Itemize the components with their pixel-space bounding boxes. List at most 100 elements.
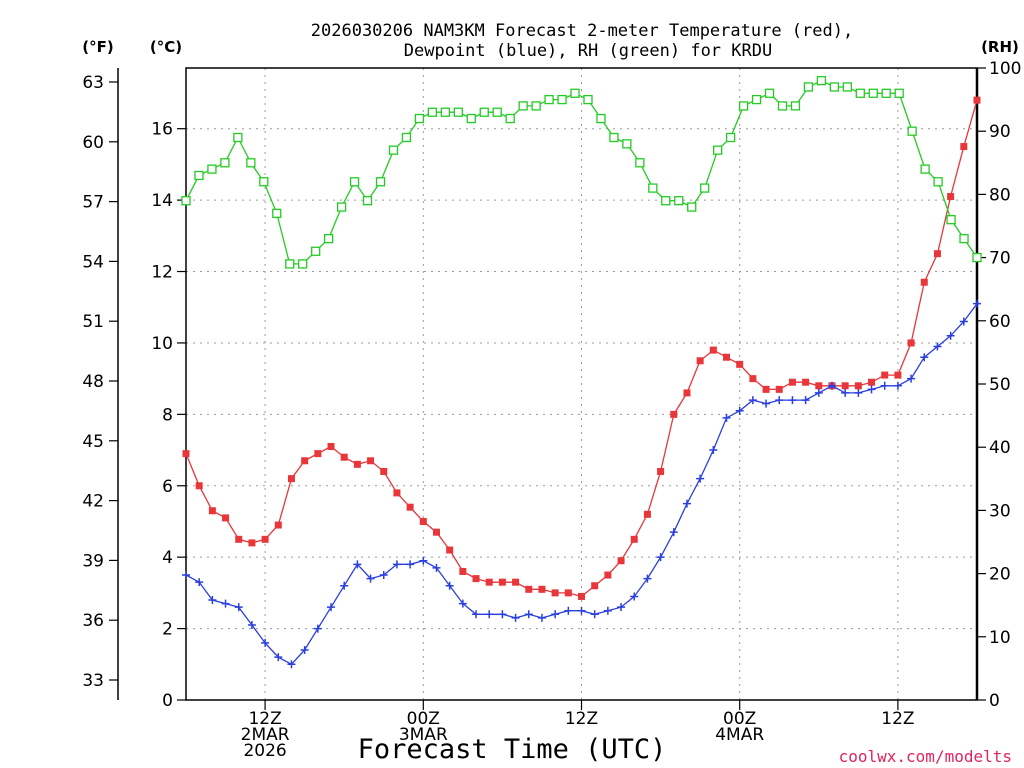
dewpoint-point [182, 571, 190, 580]
rh-point [972, 252, 982, 263]
2-meter-temperature-point [788, 378, 796, 386]
2-meter-temperature-point [472, 575, 480, 583]
dewpoint-point [933, 342, 942, 351]
2-meter-temperature-point [353, 460, 361, 468]
celsius-tick-label: 6 [162, 477, 173, 497]
fahrenheit-tick-label: 57 [82, 193, 104, 213]
2-meter-temperature-point [670, 410, 678, 418]
rh-point [414, 113, 425, 124]
x-tick-label: 00Z [407, 709, 440, 729]
fahrenheit-tick-label: 33 [82, 671, 104, 691]
dewpoint-point [485, 610, 494, 619]
2-meter-temperature-point [261, 535, 269, 543]
rh-point [894, 88, 904, 98]
fahrenheit-tick-label: 51 [82, 312, 104, 332]
x-tick-label: 12Z [881, 709, 914, 729]
2-meter-temperature-point [802, 378, 810, 386]
celsius-axis-label: (°C) [150, 38, 182, 56]
dewpoint-point [617, 603, 626, 612]
2-meter-temperature-point [248, 539, 256, 547]
rh-point [233, 132, 243, 143]
dewpoint-point [340, 581, 349, 590]
fahrenheit-tick-label: 60 [82, 133, 104, 153]
dewpoint-point [920, 353, 929, 362]
rh-point [298, 259, 308, 269]
2-meter-temperature-point [604, 571, 612, 579]
rh-point [790, 101, 801, 111]
2-meter-temperature-point [327, 442, 335, 450]
dewpoint-point [551, 610, 560, 619]
dewpoint-point [511, 613, 520, 622]
x-tick-label: 4MAR [715, 725, 764, 745]
2-meter-temperature-point [736, 360, 744, 368]
rh-point [674, 196, 684, 206]
2-meter-temperature-point [775, 385, 783, 393]
rh-point [777, 101, 788, 111]
2-meter-temperature-point [314, 450, 322, 458]
rh-point [803, 82, 814, 92]
dewpoint-point [854, 388, 863, 397]
x-tick-label: 3MAR [399, 725, 448, 745]
rh-point [855, 88, 865, 98]
2-meter-temperature-point [287, 475, 295, 483]
2-meter-temperature-point [551, 589, 559, 597]
2-meter-temperature-point [274, 521, 282, 529]
2-meter-temperature-point [446, 546, 454, 554]
dewpoint-point [709, 446, 718, 455]
2-meter-temperature-point [195, 482, 203, 490]
2-meter-temperature-point [525, 585, 533, 593]
celsius-tick-label: 12 [151, 263, 173, 283]
celsius-tick-label: 16 [151, 120, 173, 140]
2-meter-temperature-point [208, 507, 216, 515]
rh-tick-label: 0 [989, 691, 1000, 711]
dewpoint-point [195, 578, 204, 587]
dewpoint-point [537, 613, 546, 622]
rh-tick-label: 20 [989, 565, 1011, 585]
2-meter-temperature-point [538, 585, 546, 593]
dewpoint-point [261, 638, 270, 647]
celsius-tick-label: 14 [151, 191, 173, 211]
rh-point [881, 88, 891, 98]
dewpoint-point [353, 560, 362, 569]
rh-point [479, 107, 489, 117]
rh-point [531, 101, 541, 111]
dewpoint-point [907, 374, 916, 383]
dewpoint-point [445, 581, 454, 590]
dewpoint-point [524, 610, 533, 619]
rh-point [427, 107, 438, 117]
2-meter-temperature-point [643, 510, 651, 518]
dewpoint-point [880, 381, 889, 390]
fahrenheit-tick-label: 48 [82, 372, 104, 392]
2-meter-temperature-point [960, 143, 968, 151]
dewpoint-point [221, 599, 230, 608]
2-meter-temperature-point [854, 382, 862, 390]
rh-point [609, 132, 619, 143]
2-meter-temperature-point [235, 535, 243, 543]
rh-point [518, 101, 528, 111]
rh-point [661, 196, 671, 206]
fahrenheit-tick-label: 42 [82, 492, 104, 512]
rh-point [349, 177, 360, 187]
source-credit: coolwx.com/modelts [839, 747, 1012, 766]
fahrenheit-tick-label: 54 [82, 252, 104, 272]
2-meter-temperature-point [182, 450, 190, 458]
dewpoint-point [801, 396, 810, 405]
dewpoint-point [458, 599, 467, 608]
rh-tick-label: 60 [989, 312, 1011, 332]
rh-axis-label: (RH) [981, 38, 1019, 56]
rh-point [362, 196, 373, 206]
dewpoint-point [313, 624, 322, 633]
rh-point [907, 126, 917, 136]
celsius-tick-label: 4 [162, 548, 173, 568]
chart-title-line2: Dewpoint (blue), RH (green) for KRDU [404, 41, 772, 61]
dewpoint-point [946, 331, 955, 340]
celsius-tick-label: 2 [162, 620, 173, 640]
2-meter-temperature-point [301, 457, 309, 465]
2-meter-temperature-point [617, 557, 625, 565]
rh-point [375, 177, 386, 187]
2-meter-temperature-point [578, 592, 585, 600]
celsius-tick-label: 0 [162, 691, 173, 711]
2-meter-temperature-point [630, 535, 638, 543]
dewpoint-point [682, 499, 691, 508]
dewpoint-point [722, 413, 731, 422]
